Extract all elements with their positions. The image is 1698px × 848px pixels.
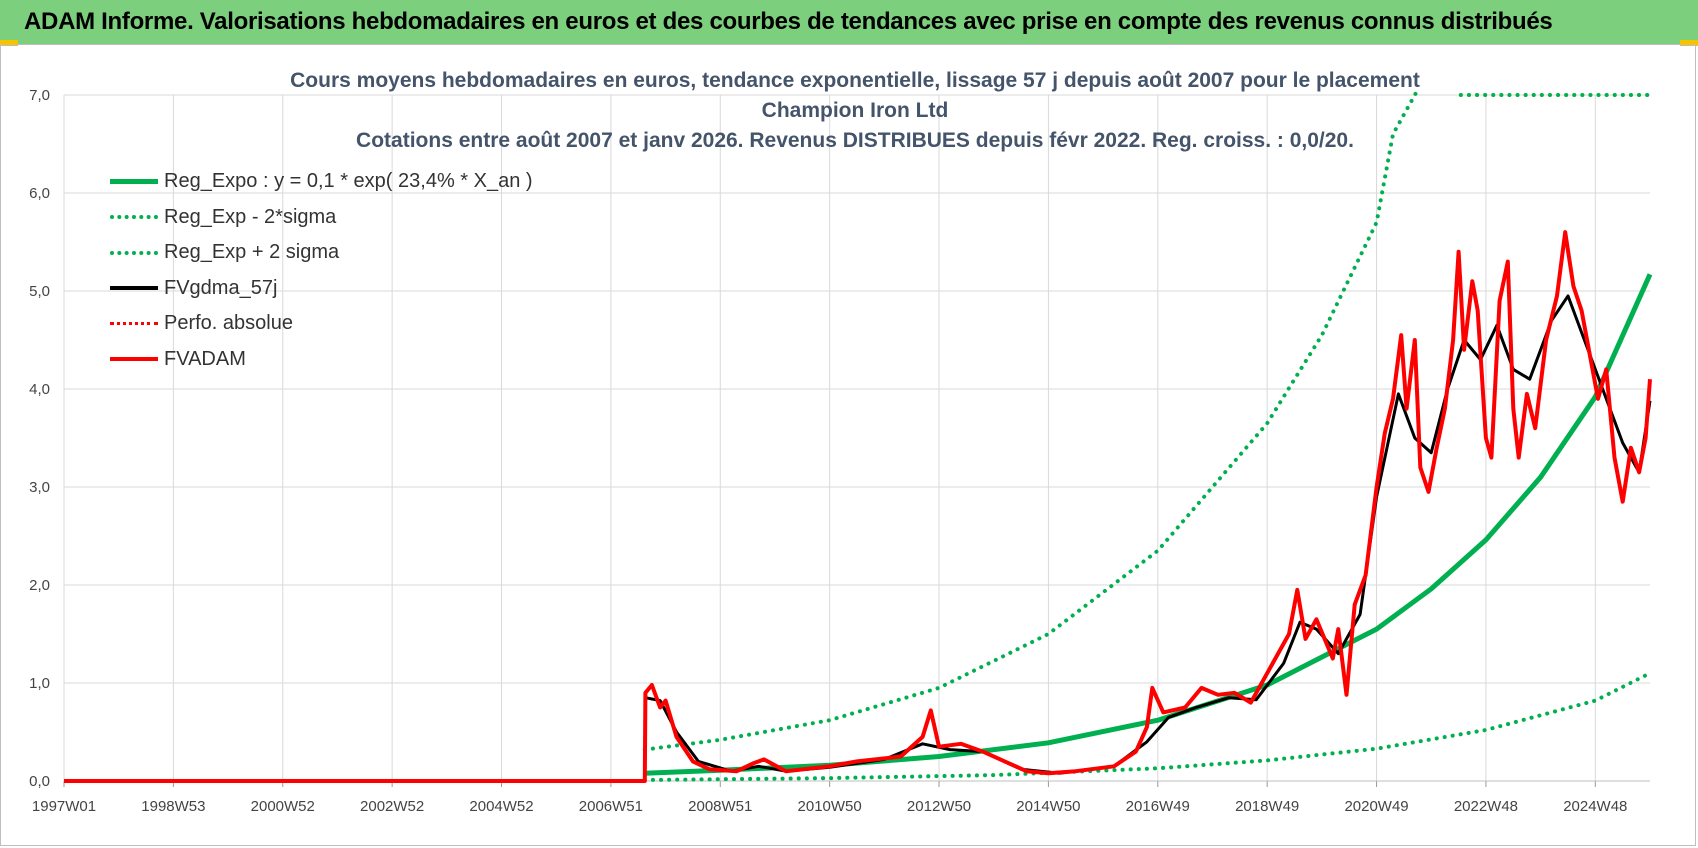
- y-tick-label: 6,0: [29, 185, 50, 202]
- x-tick-label: 2016W49: [1126, 798, 1190, 815]
- legend-item-fvgdma-57j: FVgdma_57j: [110, 271, 533, 307]
- chart-title-line1: Cours moyens hebdomadaires en euros, ten…: [290, 69, 1420, 122]
- x-tick-label: 2006W51: [579, 798, 643, 815]
- x-tick-label: 2018W49: [1235, 798, 1299, 815]
- x-tick-label: 1997W01: [32, 798, 96, 815]
- x-tick-label: 2004W52: [469, 798, 533, 815]
- legend-label: Reg_Exp - 2*sigma: [164, 205, 337, 228]
- legend-swatch: [110, 322, 158, 326]
- legend-swatch: [110, 215, 158, 220]
- y-tick-label: 5,0: [29, 283, 50, 300]
- x-tick-label: 1998W53: [141, 798, 205, 815]
- x-tick-label: 2012W50: [907, 798, 971, 815]
- chart-legend: Reg_Expo : y = 0,1 * exp( 23,4% * X_an )…: [110, 164, 533, 377]
- legend-item-perfo-absolue: Perfo. absolue: [110, 306, 533, 342]
- legend-item-fvadam: FVADAM: [110, 342, 533, 378]
- legend-item-reg-exp-2-sigma: Reg_Exp - 2*sigma: [110, 200, 533, 236]
- legend-item-reg-expo-y-0-1-exp-23-4-x-an: Reg_Expo : y = 0,1 * exp( 23,4% * X_an ): [110, 164, 533, 200]
- x-tick-label: 2022W48: [1454, 798, 1518, 815]
- legend-swatch: [110, 250, 158, 255]
- legend-label: Reg_Expo : y = 0,1 * exp( 23,4% * X_an ): [164, 170, 533, 193]
- x-tick-label: 2008W51: [688, 798, 752, 815]
- y-tick-label: 2,0: [29, 577, 50, 594]
- x-tick-label: 2002W52: [360, 798, 424, 815]
- y-tick-label: 1,0: [29, 675, 50, 692]
- header-bar: ADAM Informe. Valorisations hebdomadaire…: [0, 0, 1698, 44]
- series-line-reg-expo-y-0-1-exp-23-4-x-an: [644, 273, 1653, 776]
- x-tick-label: 2020W49: [1344, 798, 1408, 815]
- x-tick-label: 2000W52: [251, 798, 315, 815]
- legend-label: Reg_Exp + 2 sigma: [164, 241, 340, 264]
- legend-label: FVADAM: [164, 347, 246, 370]
- legend-item-reg-exp-2-sigma: Reg_Exp + 2 sigma: [110, 235, 533, 271]
- series-line-reg-exp-2-sigma: [642, 671, 1652, 782]
- left-corner-marker: [0, 40, 18, 46]
- x-tick-label: 2010W50: [798, 798, 862, 815]
- chart-frame: [0, 44, 1696, 846]
- legend-swatch: [110, 286, 158, 291]
- series-line-fvadam: [64, 230, 1652, 783]
- series-line-fvgdma-57j: [64, 294, 1652, 783]
- x-tick-label: 2014W50: [1016, 798, 1080, 815]
- x-tick-label: 2024W48: [1563, 798, 1627, 815]
- series-line-reg-exp-2-sigma: [642, 91, 1420, 752]
- y-tick-label: 4,0: [29, 381, 50, 398]
- legend-swatch: [110, 357, 158, 362]
- page-title: ADAM Informe. Valorisations hebdomadaire…: [24, 8, 1553, 35]
- chart-title-line2: Cotations entre août 2007 et janv 2026. …: [356, 129, 1354, 152]
- y-tick-label: 7,0: [29, 87, 50, 104]
- legend-label: Perfo. absolue: [164, 312, 293, 335]
- y-tick-label: 0,0: [29, 773, 50, 790]
- legend-label: FVgdma_57j: [164, 276, 278, 299]
- right-corner-marker: [1680, 40, 1698, 46]
- chart-title: Cours moyens hebdomadaires en euros, ten…: [240, 66, 1470, 156]
- legend-swatch: [110, 179, 158, 185]
- y-tick-label: 3,0: [29, 479, 50, 496]
